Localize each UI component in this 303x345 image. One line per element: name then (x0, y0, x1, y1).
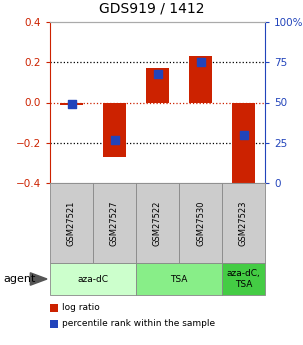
Point (241, 132, 246, 137)
Bar (60, 102, 83, 105)
Text: GSM27523: GSM27523 (239, 200, 248, 246)
Bar (103, 102, 126, 157)
Text: log ratio: log ratio (62, 304, 100, 313)
Text: TSA: TSA (170, 275, 188, 284)
Bar (189, 56, 212, 102)
Text: aza-dC,
TSA: aza-dC, TSA (227, 269, 260, 289)
Point (198, 59, 203, 65)
Text: GSM27521: GSM27521 (67, 200, 76, 246)
Point (112, 137, 117, 142)
Text: percentile rank within the sample: percentile rank within the sample (62, 319, 215, 328)
Text: GSM27530: GSM27530 (196, 200, 205, 246)
Text: GSM27522: GSM27522 (153, 200, 162, 246)
Text: agent: agent (3, 274, 35, 284)
Bar (146, 68, 169, 102)
Bar (232, 102, 255, 187)
Point (155, 71, 160, 76)
Text: GDS919 / 1412: GDS919 / 1412 (99, 2, 204, 16)
Text: GSM27527: GSM27527 (110, 200, 119, 246)
Point (69, 101, 74, 107)
Text: aza-dC: aza-dC (78, 275, 108, 284)
